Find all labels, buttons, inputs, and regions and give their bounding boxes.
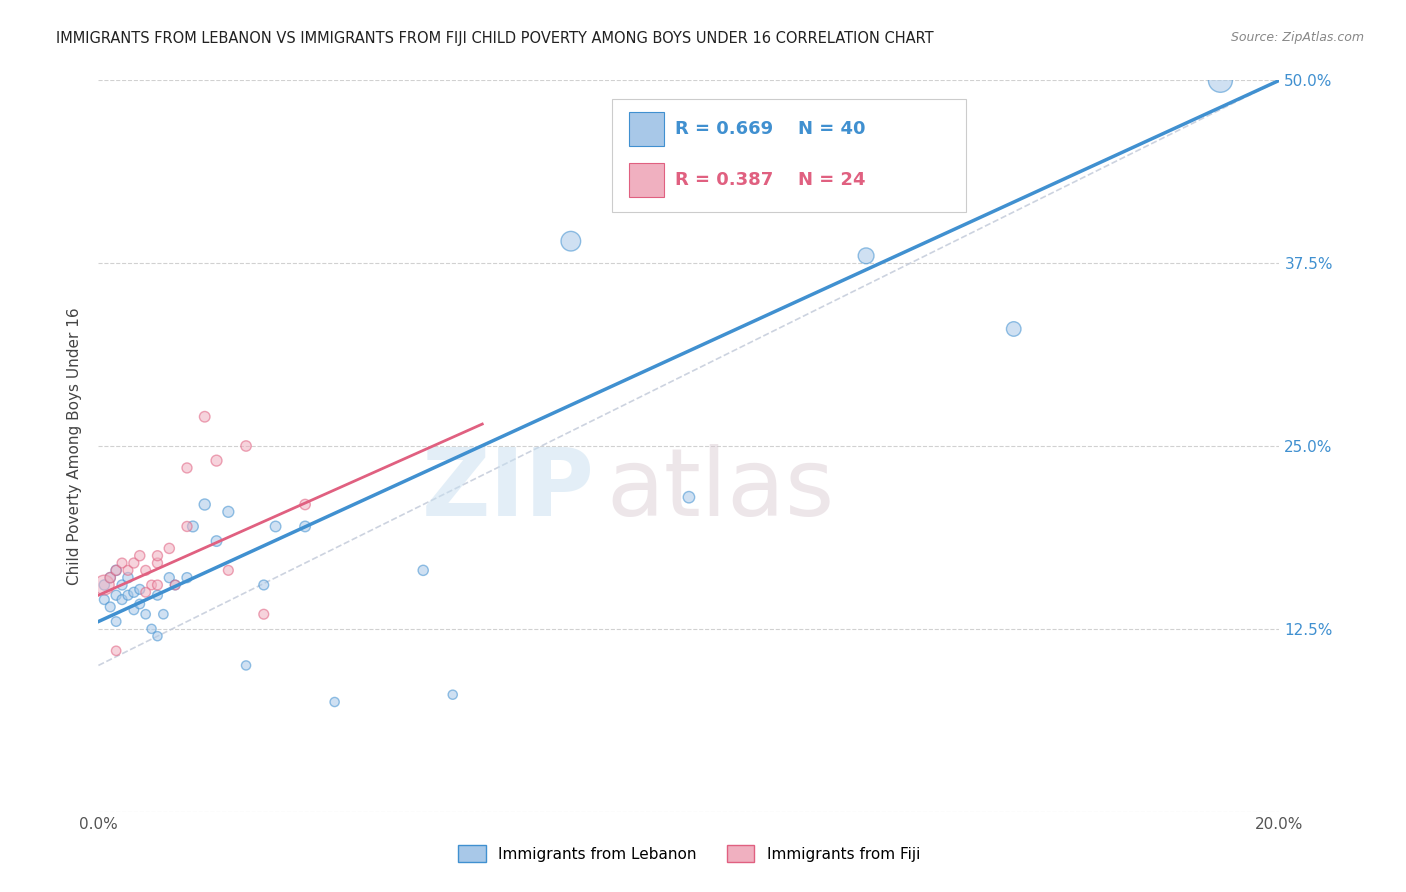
Point xyxy=(146,578,169,592)
Point xyxy=(253,578,276,592)
Point xyxy=(157,571,180,585)
Point xyxy=(157,541,180,556)
Point xyxy=(253,607,276,622)
Text: N = 40: N = 40 xyxy=(797,120,865,138)
Point xyxy=(105,615,128,629)
Point xyxy=(105,563,128,577)
Point xyxy=(122,603,145,617)
Point xyxy=(194,409,217,424)
Point xyxy=(111,556,134,570)
Point xyxy=(176,571,198,585)
Point xyxy=(205,453,228,467)
Point xyxy=(235,439,257,453)
Point xyxy=(128,597,150,611)
Point xyxy=(93,578,115,592)
Point xyxy=(111,592,134,607)
Point xyxy=(98,571,121,585)
Point xyxy=(217,505,239,519)
Point xyxy=(294,519,316,533)
Point xyxy=(135,585,157,599)
Text: ZIP: ZIP xyxy=(422,444,595,536)
Point xyxy=(111,578,134,592)
Point xyxy=(117,571,139,585)
Point xyxy=(117,588,139,602)
Point xyxy=(135,607,157,622)
Point xyxy=(217,563,239,577)
Text: atlas: atlas xyxy=(606,444,835,536)
Point xyxy=(323,695,346,709)
Point xyxy=(294,498,316,512)
Text: N = 24: N = 24 xyxy=(797,171,865,189)
Point xyxy=(146,556,169,570)
Point xyxy=(181,519,204,533)
Point xyxy=(560,234,582,248)
Point xyxy=(737,132,759,146)
Point xyxy=(117,563,139,577)
Point xyxy=(93,578,115,592)
Point xyxy=(105,588,128,602)
Point xyxy=(205,534,228,549)
Point xyxy=(165,578,187,592)
Text: Source: ZipAtlas.com: Source: ZipAtlas.com xyxy=(1230,31,1364,45)
Point xyxy=(141,578,163,592)
Point xyxy=(165,578,187,592)
Point xyxy=(176,461,198,475)
Text: R = 0.387: R = 0.387 xyxy=(675,171,773,189)
Point xyxy=(412,563,434,577)
Point xyxy=(152,607,174,622)
Point xyxy=(146,549,169,563)
Point xyxy=(141,622,163,636)
Point xyxy=(105,563,128,577)
Point xyxy=(1209,73,1232,87)
Point xyxy=(135,563,157,577)
Point xyxy=(128,549,150,563)
Point xyxy=(678,490,700,504)
Text: R = 0.669: R = 0.669 xyxy=(675,120,773,138)
Point xyxy=(441,688,464,702)
Point xyxy=(93,592,115,607)
Point xyxy=(98,571,121,585)
Point xyxy=(1002,322,1025,336)
Point xyxy=(128,582,150,597)
Point xyxy=(105,644,128,658)
Point xyxy=(855,249,877,263)
Point xyxy=(264,519,287,533)
Point xyxy=(122,585,145,599)
Point xyxy=(146,588,169,602)
Point xyxy=(122,556,145,570)
Point xyxy=(235,658,257,673)
Y-axis label: Child Poverty Among Boys Under 16: Child Poverty Among Boys Under 16 xyxy=(67,307,83,585)
Legend: Immigrants from Lebanon, Immigrants from Fiji: Immigrants from Lebanon, Immigrants from… xyxy=(450,837,928,870)
Point xyxy=(194,498,217,512)
Point xyxy=(146,629,169,643)
Point xyxy=(176,519,198,533)
Text: IMMIGRANTS FROM LEBANON VS IMMIGRANTS FROM FIJI CHILD POVERTY AMONG BOYS UNDER 1: IMMIGRANTS FROM LEBANON VS IMMIGRANTS FR… xyxy=(56,31,934,46)
Point xyxy=(98,599,121,614)
